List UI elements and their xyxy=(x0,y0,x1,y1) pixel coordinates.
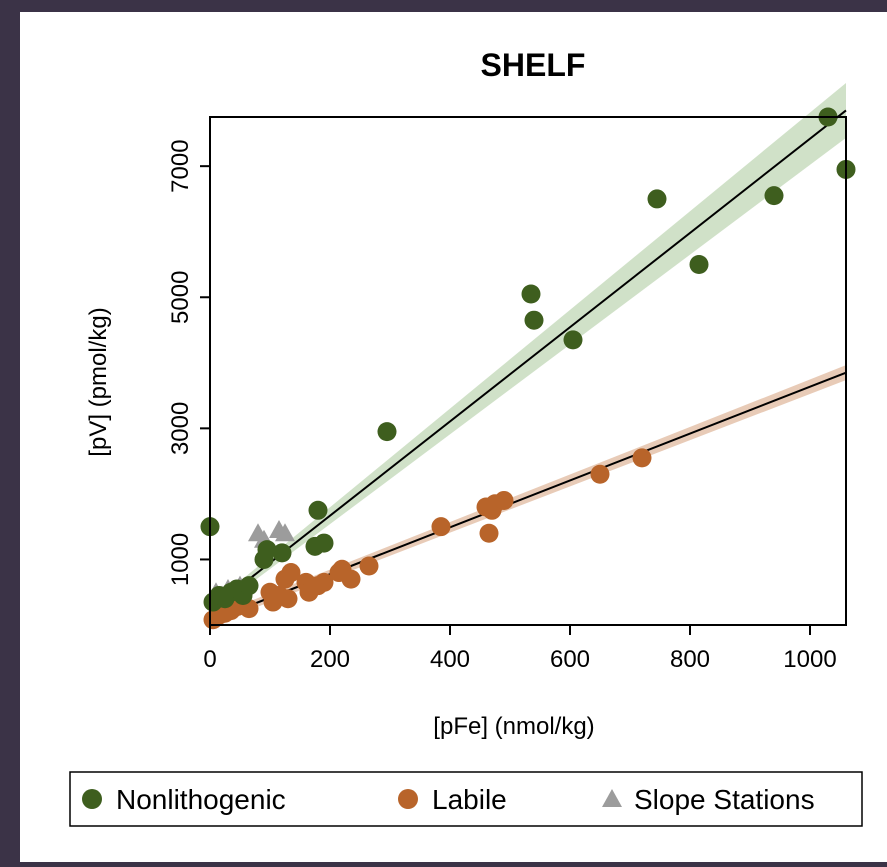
point-nonlithogenic xyxy=(377,422,397,442)
legend-label-labile: Labile xyxy=(432,784,507,815)
y-tick-label: 1000 xyxy=(167,533,194,586)
figure-panel: SHELF 0 200 400 600 800 1000 1000 3000 5000 7000… xyxy=(20,12,887,862)
point-nonlithogenic xyxy=(272,543,292,563)
x-tick-label: 200 xyxy=(310,646,350,673)
point-labile xyxy=(341,569,361,589)
y-tick-label: 7000 xyxy=(167,139,194,192)
y-tick-label: 3000 xyxy=(167,402,194,455)
point-labile xyxy=(314,572,334,592)
point-nonlithogenic xyxy=(689,254,709,274)
chart-title: SHELF xyxy=(481,47,586,83)
fit-line-nonlithogenic xyxy=(209,109,847,611)
legend-label-nonlithogenic: Nonlithogenic xyxy=(116,784,286,815)
point-nonlithogenic xyxy=(524,310,544,330)
legend-label-slope-stations: Slope Stations xyxy=(634,784,815,815)
x-axis-label: [pFe] (nmol/kg) xyxy=(433,713,594,740)
point-slope-stations xyxy=(275,523,295,542)
point-labile xyxy=(590,464,610,484)
point-nonlithogenic xyxy=(239,576,259,596)
point-labile xyxy=(494,490,514,510)
x-tick-label: 800 xyxy=(670,646,710,673)
legend-marker-nonlithogenic xyxy=(82,789,102,809)
plot-area-frame xyxy=(209,116,847,626)
x-tick-label: 0 xyxy=(203,646,216,673)
point-labile xyxy=(278,589,298,609)
confidence-band-nonlithogenic xyxy=(210,82,846,614)
legend: Nonlithogenic Labile Slope Stations xyxy=(69,771,863,827)
y-axis-label: [pV] (pmol/kg) xyxy=(85,307,112,456)
legend-marker-slope-stations xyxy=(602,789,622,807)
point-nonlithogenic xyxy=(314,533,334,553)
point-nonlithogenic xyxy=(257,540,277,560)
point-labile xyxy=(281,563,301,583)
legend-box xyxy=(69,771,863,827)
y-tick-label: 5000 xyxy=(167,271,194,324)
point-nonlithogenic xyxy=(521,284,541,304)
legend-marker-labile xyxy=(398,789,418,809)
point-labile xyxy=(632,448,652,468)
point-nonlithogenic xyxy=(764,186,784,206)
point-labile xyxy=(359,556,379,576)
point-nonlithogenic xyxy=(647,189,667,209)
x-tick-label: 400 xyxy=(430,646,470,673)
point-nonlithogenic xyxy=(308,500,328,520)
x-tick-label: 1000 xyxy=(783,646,836,673)
x-tick-label: 600 xyxy=(550,646,590,673)
point-labile xyxy=(479,523,499,543)
scatter-chart: SHELF 0 200 400 600 800 1000 1000 3000 5000 7000… xyxy=(69,47,863,827)
point-nonlithogenic xyxy=(563,330,583,350)
point-labile xyxy=(431,517,451,537)
